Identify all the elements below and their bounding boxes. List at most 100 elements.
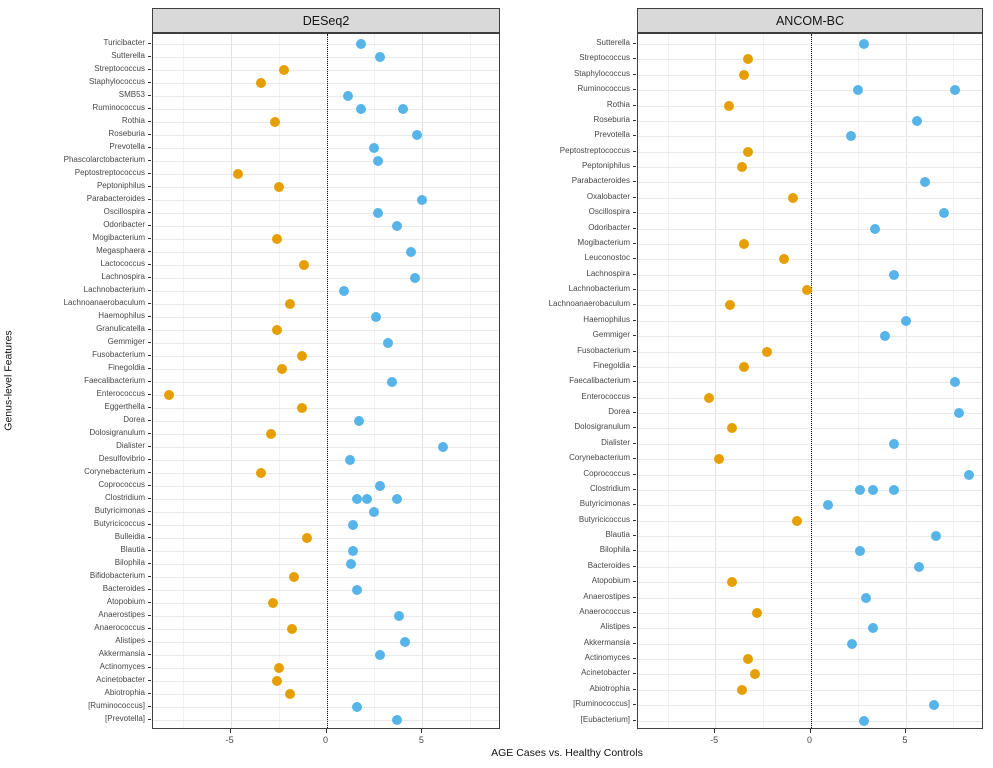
- data-point: [727, 423, 738, 434]
- y-axis-label: Butyricimonas: [579, 499, 630, 509]
- y-axis-label: Atopobium: [106, 597, 145, 606]
- y-tick-mark: [148, 238, 151, 239]
- y-axis-label: Haemophilus: [583, 314, 630, 324]
- y-axis-label: Peptostreptococcus: [74, 168, 145, 177]
- y-tick-mark: [148, 693, 151, 694]
- y-tick-mark: [148, 394, 151, 395]
- data-point: [348, 520, 359, 530]
- y-axis-label: Actinomyces: [584, 653, 630, 662]
- y-tick-mark: [633, 58, 636, 60]
- y-tick-mark: [148, 368, 151, 369]
- horizontal-gridline: [153, 642, 499, 643]
- y-tick-mark: [633, 658, 636, 659]
- horizontal-gridline: [153, 187, 499, 188]
- data-point: [373, 156, 384, 166]
- y-axis-label: Fusobacterium: [577, 345, 630, 355]
- data-point: [788, 192, 799, 203]
- y-tick-mark: [148, 121, 151, 122]
- y-axis-label: Lachnoanaerobaculum: [548, 299, 630, 309]
- horizontal-gridline: [638, 566, 982, 568]
- x-tick-mark: [325, 729, 327, 733]
- data-point: [392, 494, 403, 504]
- y-axis-label: Corynebacterium: [569, 453, 630, 463]
- horizontal-gridline: [153, 421, 499, 422]
- y-axis-label: Streptococcus: [94, 64, 145, 73]
- x-axis-title: AGE Cases vs. Healthy Controls: [491, 747, 643, 759]
- horizontal-gridline: [153, 395, 499, 396]
- horizontal-gridline: [153, 408, 499, 409]
- y-tick-mark: [633, 550, 636, 552]
- y-axis-label: Lachnospira: [586, 268, 630, 278]
- horizontal-gridline: [153, 668, 499, 669]
- horizontal-gridline: [153, 603, 499, 604]
- y-axis-label: Rothia: [606, 99, 630, 109]
- y-axis-label: Prevotella: [594, 130, 630, 140]
- data-point: [375, 481, 386, 491]
- data-point: [750, 669, 761, 680]
- y-axis-label: Anaerococcus: [579, 606, 630, 616]
- panel-title: ANCOM-BC: [775, 13, 845, 28]
- y-axis-label: Coprococcus: [98, 480, 145, 489]
- y-tick-mark: [633, 458, 636, 460]
- y-axis-label: Staphylococcus: [573, 68, 630, 78]
- y-axis-label: Bilophila: [114, 558, 145, 567]
- data-point: [858, 715, 869, 726]
- vertical-gridline: [230, 34, 232, 728]
- data-point: [855, 546, 866, 557]
- data-point: [373, 208, 384, 218]
- zero-reference-line: [810, 34, 812, 728]
- y-tick-mark: [148, 459, 151, 460]
- y-tick-mark: [633, 673, 636, 675]
- horizontal-gridline: [638, 136, 982, 138]
- horizontal-gridline: [153, 460, 499, 461]
- y-axis-label: Acinetobacter: [581, 668, 630, 678]
- horizontal-gridline: [638, 720, 982, 722]
- data-point: [356, 104, 367, 114]
- data-point: [375, 650, 386, 660]
- data-point: [298, 260, 309, 270]
- y-tick-mark: [633, 642, 636, 644]
- data-point: [954, 408, 965, 418]
- x-tick-label: 0: [323, 735, 329, 745]
- vertical-gridline: [374, 34, 376, 728]
- y-axis-label: Coprococcus: [583, 468, 630, 478]
- y-tick-mark: [148, 199, 151, 200]
- y-tick-mark: [148, 446, 151, 447]
- data-point: [738, 361, 749, 372]
- horizontal-gridline: [638, 489, 982, 491]
- y-tick-mark: [148, 706, 151, 707]
- data-point: [931, 531, 942, 541]
- y-axis-label: Parabacteroides: [86, 194, 145, 203]
- y-axis-label: Eggerthella: [104, 402, 145, 411]
- horizontal-gridline: [153, 265, 499, 266]
- data-point: [963, 469, 974, 480]
- y-tick-mark: [148, 56, 151, 57]
- data-point: [394, 611, 405, 621]
- horizontal-gridline: [638, 428, 982, 430]
- data-point: [392, 221, 403, 231]
- y-axis-label: Gemmiger: [107, 337, 145, 346]
- data-point: [868, 623, 879, 634]
- horizontal-gridline: [153, 161, 499, 162]
- y-axis-label: Desulfovibrio: [98, 454, 145, 463]
- horizontal-gridline: [638, 659, 982, 660]
- data-point: [256, 468, 267, 478]
- y-tick-mark: [633, 473, 636, 475]
- horizontal-gridline: [638, 228, 982, 230]
- data-point: [354, 416, 365, 426]
- y-axis-label: Butyricicoccus: [578, 514, 630, 524]
- data-point: [725, 300, 736, 311]
- y-tick-mark: [633, 565, 636, 567]
- y-axis-label: Akkermansia: [583, 637, 630, 647]
- data-point: [265, 429, 276, 439]
- data-point: [858, 39, 869, 49]
- y-tick-mark: [148, 251, 151, 252]
- horizontal-gridline: [153, 109, 499, 110]
- data-point: [738, 69, 749, 80]
- y-axis-label: Odoribacter: [588, 222, 630, 232]
- horizontal-gridline: [153, 551, 499, 552]
- horizontal-gridline: [153, 590, 499, 591]
- horizontal-gridline: [153, 213, 499, 214]
- horizontal-gridline: [153, 629, 499, 630]
